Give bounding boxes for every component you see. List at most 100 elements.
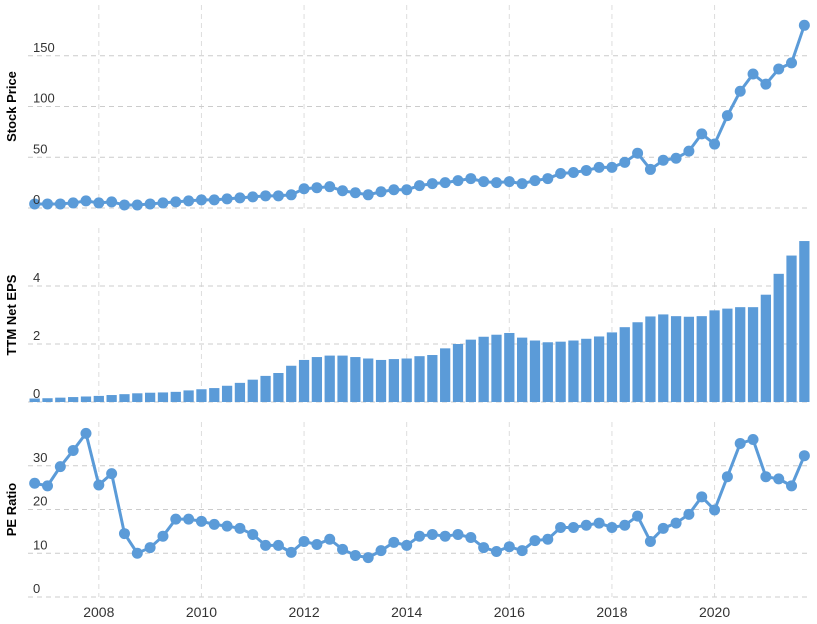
bar xyxy=(747,307,759,402)
bar xyxy=(452,344,464,402)
point xyxy=(54,461,66,473)
bar xyxy=(350,357,361,402)
bar xyxy=(247,379,258,402)
point xyxy=(606,161,618,173)
point xyxy=(593,161,605,173)
point xyxy=(144,198,156,210)
point xyxy=(195,515,207,527)
y-tick-label: 2 xyxy=(33,328,40,343)
point xyxy=(555,521,567,533)
bar xyxy=(581,338,592,402)
point xyxy=(452,528,464,540)
point xyxy=(734,85,746,97)
bar xyxy=(465,339,476,402)
bar xyxy=(440,348,451,402)
point xyxy=(542,173,554,185)
point xyxy=(503,541,515,553)
point xyxy=(786,57,798,69)
point xyxy=(516,545,528,557)
point xyxy=(260,539,272,551)
point xyxy=(272,190,284,202)
bar xyxy=(42,398,53,402)
bar xyxy=(196,389,207,402)
point xyxy=(311,182,323,194)
bar xyxy=(363,358,374,402)
point xyxy=(298,535,310,547)
point xyxy=(195,194,207,206)
bar xyxy=(298,359,310,402)
bar xyxy=(478,336,489,402)
point xyxy=(798,450,810,462)
point xyxy=(439,177,451,189)
point xyxy=(619,519,631,531)
bar xyxy=(491,334,502,402)
point xyxy=(362,552,374,564)
bar xyxy=(683,316,695,402)
point xyxy=(670,152,682,164)
bar xyxy=(735,307,746,402)
point xyxy=(426,178,438,190)
point xyxy=(555,167,567,179)
point xyxy=(414,180,426,192)
x-tick-label: 2010 xyxy=(186,604,217,620)
bar xyxy=(68,397,79,402)
point xyxy=(118,528,130,540)
y-axis-title: Stock Price xyxy=(4,71,19,142)
point xyxy=(80,195,92,207)
point xyxy=(106,468,118,480)
point xyxy=(388,536,400,548)
bar xyxy=(55,397,66,402)
x-tick-label: 2008 xyxy=(83,604,114,620)
point xyxy=(41,480,53,492)
bar xyxy=(234,382,246,402)
y-tick-label: 10 xyxy=(33,537,47,552)
y-tick-label: 30 xyxy=(33,450,47,465)
point xyxy=(747,434,759,445)
point xyxy=(503,176,515,188)
point xyxy=(670,517,682,529)
bar xyxy=(273,373,284,402)
point xyxy=(773,473,785,485)
point xyxy=(619,156,631,168)
point xyxy=(208,194,220,206)
y-tick-label: 100 xyxy=(33,91,55,106)
point xyxy=(709,504,721,516)
point xyxy=(798,19,810,31)
point xyxy=(721,471,733,483)
point xyxy=(644,163,656,175)
point xyxy=(183,195,195,207)
y-tick-label: 4 xyxy=(33,270,40,285)
bar xyxy=(606,332,618,402)
point xyxy=(644,535,656,547)
bar xyxy=(709,310,720,402)
bar xyxy=(427,355,438,402)
point xyxy=(786,480,798,492)
point xyxy=(144,542,156,554)
point xyxy=(490,177,502,189)
point xyxy=(234,192,246,204)
y-tick-label: 0 xyxy=(33,581,40,596)
y-tick-label: 50 xyxy=(33,141,47,156)
point xyxy=(439,530,451,542)
point xyxy=(208,518,220,530)
bar xyxy=(401,358,412,402)
bar xyxy=(670,316,682,402)
bar xyxy=(722,308,733,402)
bar xyxy=(568,340,579,402)
point xyxy=(285,189,297,201)
y-tick-label: 150 xyxy=(33,40,55,55)
bar xyxy=(632,322,643,402)
bar xyxy=(183,390,194,402)
point xyxy=(337,543,349,555)
point xyxy=(247,191,259,203)
point xyxy=(170,196,182,208)
bar xyxy=(119,394,130,402)
bar xyxy=(144,392,156,402)
bar xyxy=(414,356,425,402)
point xyxy=(54,198,66,210)
point xyxy=(760,78,772,90)
point xyxy=(221,193,233,205)
y-axis-title: TTM Net EPS xyxy=(4,274,19,355)
point xyxy=(632,147,644,159)
bar xyxy=(260,375,271,402)
